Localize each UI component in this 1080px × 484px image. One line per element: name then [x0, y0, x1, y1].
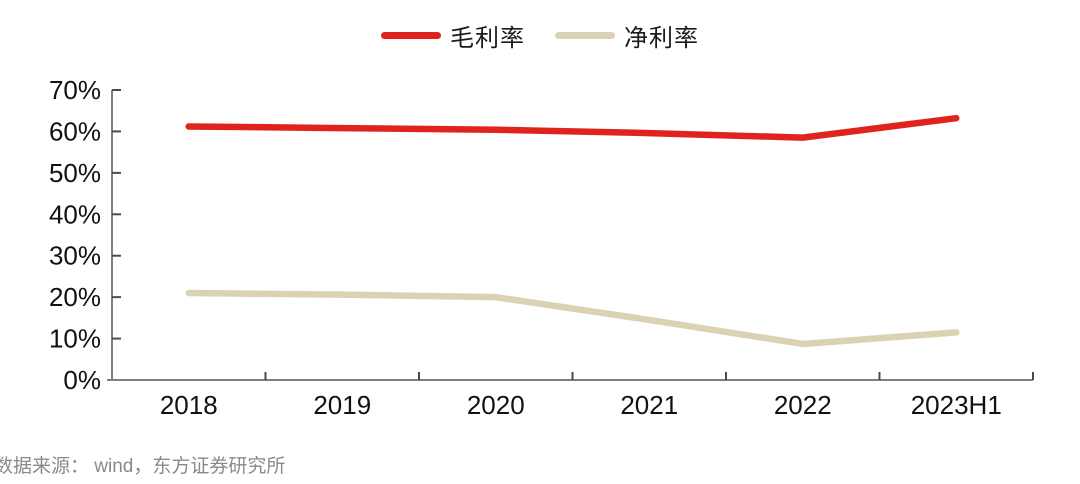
- y-tick-label: 70%: [49, 75, 101, 105]
- x-tick-label: 2019: [313, 390, 371, 420]
- x-tick-label: 2021: [620, 390, 678, 420]
- series-line-net-margin: [185, 289, 960, 348]
- x-tick-label: 2020: [467, 390, 525, 420]
- x-tick-label: 2022: [774, 390, 832, 420]
- net-margin-line-swatch-icon: [555, 32, 615, 39]
- y-tick-label: 30%: [49, 241, 101, 271]
- y-tick-label: 60%: [49, 116, 101, 146]
- y-tick-label: 10%: [49, 324, 101, 354]
- gross-margin-line-swatch-icon: [381, 32, 441, 39]
- legend-item-net-margin[interactable]: 净利率: [555, 18, 699, 53]
- legend-label-net-margin: 净利率: [624, 25, 699, 52]
- legend: 毛利率 净利率: [0, 18, 1080, 53]
- legend-item-gross-margin[interactable]: 毛利率: [381, 18, 525, 53]
- y-tick-label: 50%: [49, 158, 101, 188]
- legend-label-gross-margin: 毛利率: [450, 25, 525, 52]
- x-tick-label: 2018: [160, 390, 218, 420]
- source-note: 数据来源： wind，东方证券研究所: [0, 456, 286, 477]
- y-tick-label: 0%: [63, 365, 101, 395]
- y-tick-label: 40%: [49, 199, 101, 229]
- series-line-gross-margin: [185, 114, 960, 141]
- y-tick-label: 20%: [49, 282, 101, 312]
- x-tick-label: 2023H1: [911, 390, 1002, 420]
